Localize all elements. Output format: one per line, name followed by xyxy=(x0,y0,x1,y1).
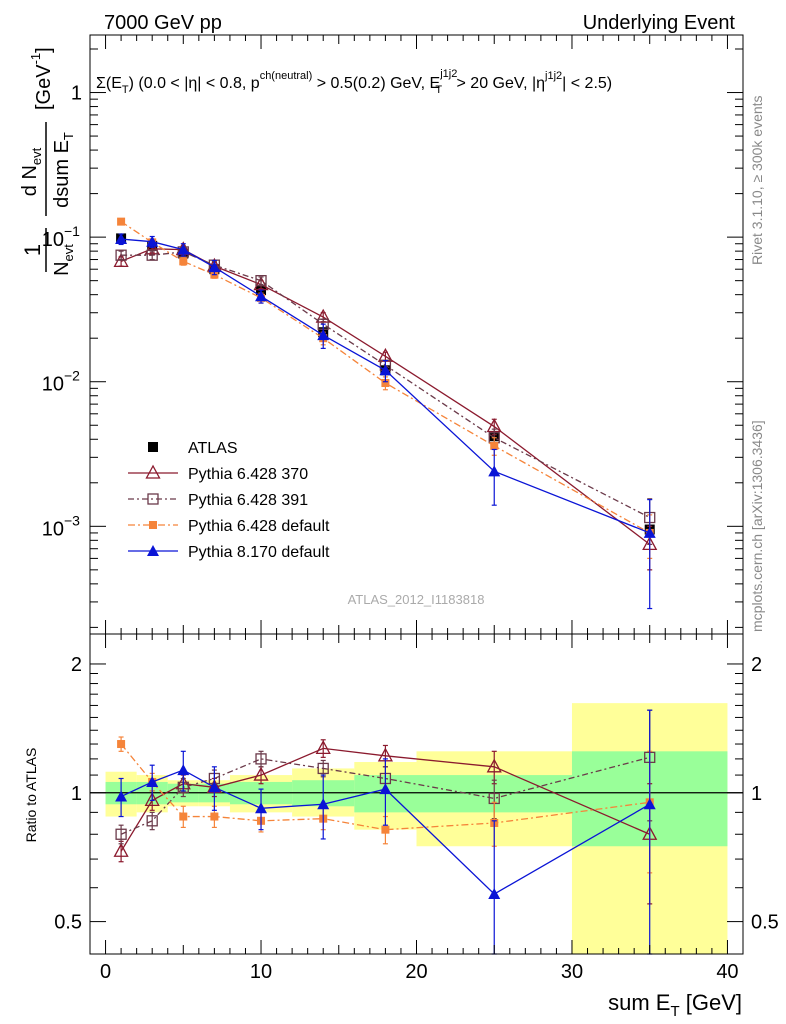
ratio-data-point-pdef xyxy=(117,740,126,749)
data-point-p8 xyxy=(146,235,159,247)
legend-marker-p8 xyxy=(147,545,159,556)
svg-text:dsum ET: dsum ET xyxy=(51,132,76,208)
y-tick-label-exponent: −2 xyxy=(64,368,80,384)
data-point-p8 xyxy=(379,364,392,376)
ratio-data-point-pdef xyxy=(381,825,390,834)
ratio-uncertainty-bands xyxy=(90,703,743,954)
ratio-data-point-p370 xyxy=(113,842,129,857)
ratio-data-point-p8 xyxy=(177,764,190,776)
ratio-y-tick-label: 2 xyxy=(71,654,82,676)
svg-text:1: 1 xyxy=(20,244,45,256)
data-point-p8 xyxy=(255,290,268,302)
data-point-p8 xyxy=(177,243,190,255)
legend: ATLAS Pythia 6.428 370 Pythia 6.428 391 Pyt… xyxy=(128,440,330,561)
ratio-data-point-pdef xyxy=(210,812,219,821)
data-point-pdef xyxy=(490,441,499,450)
ratio-data-point-p370 xyxy=(486,758,502,773)
data-point-p8 xyxy=(317,329,330,341)
x-tick-label: 20 xyxy=(405,961,427,983)
legend-label-pdef: Pythia 6.428 default xyxy=(188,518,330,535)
mcplots-label: mcplots.cern.ch [arXiv:1306.3436] xyxy=(749,420,765,632)
ratio-y-tick-label-right: 2 xyxy=(751,654,762,676)
y-tick-label: 10 xyxy=(42,374,64,396)
rivet-label: Rivet 3.1.10, ≥ 300k events xyxy=(749,95,765,265)
x-tick-label: 0 xyxy=(100,961,111,983)
main-axis-ticks: 110−110−210−3 xyxy=(42,35,743,634)
x-tick-label: 40 xyxy=(716,961,738,983)
ratio-axis-ticks: 0 10 20 30 40 2 2 1 1 0.5 0.5 xyxy=(54,634,779,983)
series-line-pdef xyxy=(120,221,651,534)
ratio-data-point-pdef xyxy=(179,812,188,821)
ratio-data-point-p391 xyxy=(255,753,267,765)
y-tick-label-exponent: −3 xyxy=(64,512,80,528)
ratio-y-tick-label: 0.5 xyxy=(54,912,82,934)
data-point-pdef xyxy=(179,257,188,266)
header-right: Underlying Event xyxy=(583,12,736,34)
ratio-y-tick-label: 1 xyxy=(71,783,82,805)
data-point-p8 xyxy=(208,261,221,273)
legend-label-p370: Pythia 6.428 370 xyxy=(188,466,308,483)
legend-label-p8: Pythia 8.170 default xyxy=(188,544,330,561)
legend-label-atlas: ATLAS xyxy=(188,440,238,457)
x-axis-title: sum ET [GeV] xyxy=(608,990,742,1020)
legend-marker-pdef xyxy=(149,521,157,529)
ratio-data-point-p8 xyxy=(146,775,159,787)
data-point-p8 xyxy=(488,465,501,477)
y-tick-label: 10 xyxy=(42,229,64,251)
y-tick-label: 1 xyxy=(71,83,82,105)
data-point-pdef xyxy=(381,378,390,387)
data-point-p8 xyxy=(115,233,128,245)
ratio-data-point-p391 xyxy=(115,828,127,840)
x-tick-label: 30 xyxy=(561,961,583,983)
analysis-watermark: ATLAS_2012_I1183818 xyxy=(348,592,485,607)
ratio-data-point-p8 xyxy=(379,783,392,795)
ratio-data-point-p370 xyxy=(144,792,160,807)
x-tick-label: 10 xyxy=(250,961,272,983)
ratio-data-point-p391 xyxy=(317,762,329,775)
main-series xyxy=(113,217,658,610)
ratio-data-point-p8 xyxy=(317,798,330,810)
cut-label: Σ(ET) (0.0 < |η| < 0.8, pch(neutral) > 0… xyxy=(96,68,612,96)
legend-marker-p391 xyxy=(147,493,159,505)
ratio-y-tick-label-right: 1 xyxy=(751,783,762,805)
data-point-p391 xyxy=(115,249,127,261)
ratio-data-point-p8 xyxy=(255,802,268,814)
ratio-data-point-p370 xyxy=(253,766,269,781)
ratio-data-point-p391 xyxy=(146,815,158,827)
y-tick-label-exponent: −1 xyxy=(64,223,80,239)
legend-label-p391: Pythia 6.428 391 xyxy=(188,492,308,509)
ratio-data-point-p8 xyxy=(208,781,221,793)
legend-marker-atlas xyxy=(148,442,158,452)
ratio-y-tick-label-right: 0.5 xyxy=(751,912,779,934)
ratio-data-point-p8 xyxy=(488,888,501,900)
ratio-data-point-p8 xyxy=(115,790,128,802)
data-point-p391 xyxy=(255,275,267,287)
ratio-series xyxy=(113,709,658,955)
y-tick-label: 10 xyxy=(42,518,64,540)
svg-text:Nevt: Nevt xyxy=(51,244,76,276)
svg-text:[GeV-1]: [GeV-1] xyxy=(28,47,55,110)
data-point-pdef xyxy=(117,217,126,226)
header-left: 7000 GeV pp xyxy=(104,12,222,34)
svg-text:d Nevt: d Nevt xyxy=(19,147,44,196)
ratio-series-line-pdef xyxy=(120,743,650,831)
ratio-data-point-p8 xyxy=(643,798,656,810)
data-point-p391 xyxy=(146,249,158,261)
y-axis-title: 1 Nevt d Nevt dsum ET [GeV-1] xyxy=(19,47,76,276)
ratio-y-label: Ratio to ATLAS xyxy=(23,748,39,843)
ratio-data-point-p370 xyxy=(315,740,331,755)
data-point-p8 xyxy=(643,526,656,538)
legend-marker-p370 xyxy=(145,464,161,479)
